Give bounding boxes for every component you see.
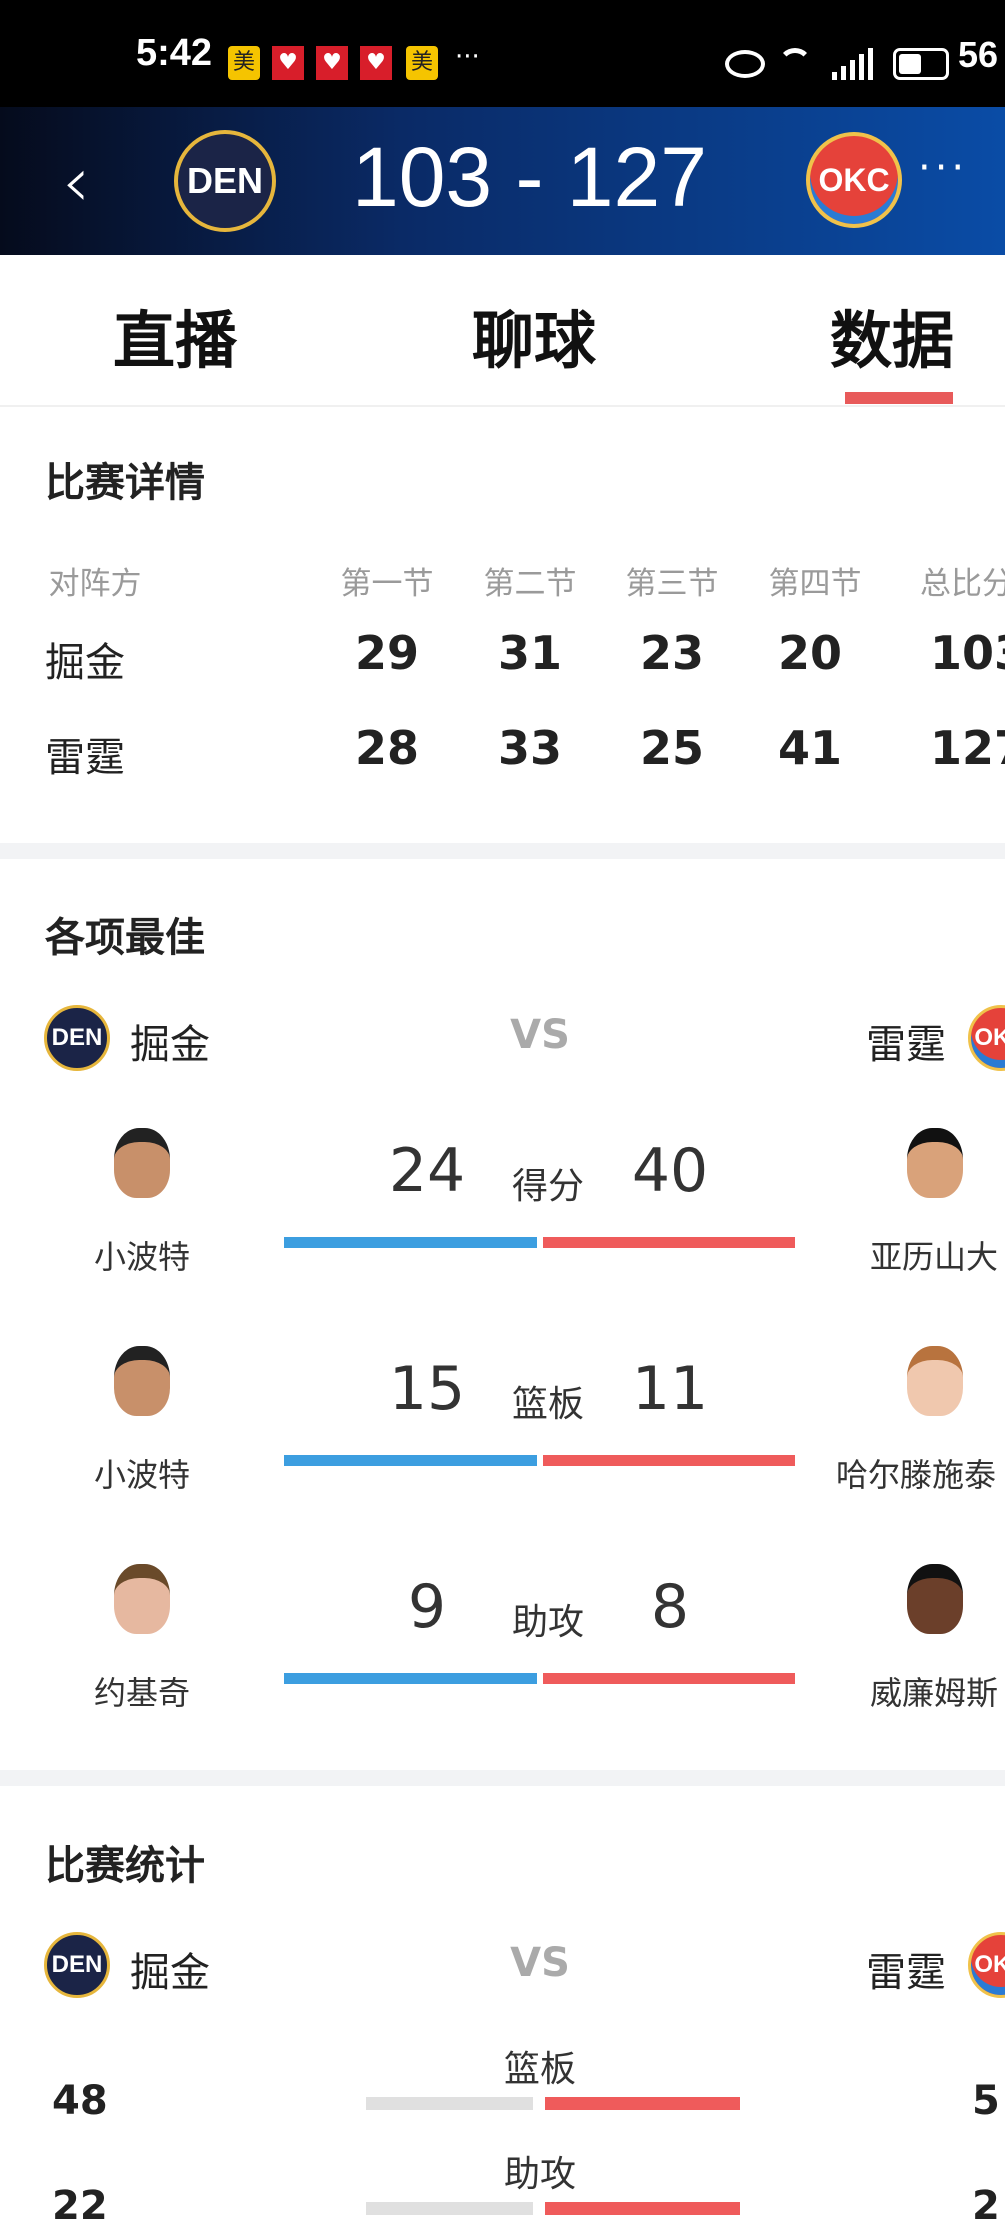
- home-player-name[interactable]: 约基奇: [93, 1674, 191, 1712]
- away-bar: [545, 2097, 740, 2110]
- col-header: 第三节: [625, 566, 719, 602]
- stat-label: 助攻: [511, 1602, 585, 1643]
- den-team-logo: DEN: [44, 1005, 110, 1071]
- away-value: 40: [631, 1136, 709, 1206]
- stat-label: 篮板: [511, 1384, 585, 1425]
- status-bar: 5:42 美 ♥ ♥ ♥ 美 ··· 56: [0, 0, 1005, 107]
- quarter-score: 28: [354, 721, 420, 775]
- player-avatar[interactable]: [907, 1128, 963, 1198]
- quarter-score: 20: [777, 626, 843, 680]
- quarter-score: 31: [497, 626, 563, 680]
- away-value: 11: [631, 1354, 709, 1424]
- home-value: 15: [388, 1354, 466, 1424]
- home-player-name[interactable]: 小波特: [93, 1456, 191, 1494]
- signal-icon: [832, 48, 876, 80]
- home-player-name[interactable]: 小波特: [93, 1238, 191, 1276]
- battery-icon: [893, 48, 949, 80]
- section-title: 比赛详情: [45, 460, 205, 506]
- vs-label: VS: [510, 1012, 570, 1058]
- quarter-score: 33: [497, 721, 563, 775]
- home-value: 22: [52, 2183, 108, 2229]
- home-bar: [366, 2202, 533, 2215]
- away-player-name[interactable]: 亚历山大: [870, 1238, 999, 1276]
- section-title: 比赛统计: [45, 1843, 205, 1889]
- section-divider: [0, 1770, 1005, 1786]
- home-value: 24: [388, 1136, 466, 1206]
- app-notification-icon: ♥: [360, 46, 392, 80]
- stat-label: 助攻: [503, 2154, 577, 2195]
- col-header: 第一节: [340, 566, 434, 602]
- away-player-name[interactable]: 哈尔滕施泰: [836, 1456, 997, 1494]
- team-name: 掘金: [45, 640, 125, 686]
- col-header: 对阵方: [48, 566, 142, 602]
- col-header: 总比分: [920, 566, 1005, 602]
- home-team-name: 掘金: [130, 1950, 210, 1996]
- stat-label: 篮板: [503, 2049, 577, 2090]
- away-value: 5: [972, 2078, 1000, 2124]
- section-divider: [0, 843, 1005, 859]
- home-bar: [284, 1237, 537, 1248]
- quarter-score: 29: [354, 626, 420, 680]
- okc-team-logo: OKC: [806, 132, 902, 228]
- tab-chat[interactable]: 聊球: [472, 304, 597, 377]
- more-options-button[interactable]: ···: [918, 145, 969, 191]
- col-header: 第二节: [483, 566, 577, 602]
- stat-label: 得分: [511, 1166, 585, 1207]
- home-value: 9: [407, 1572, 447, 1642]
- home-team-name: 掘金: [130, 1022, 210, 1068]
- score-header: ‹ DEN 103 - 127 OKC ···: [0, 107, 1005, 255]
- player-avatar[interactable]: [114, 1346, 170, 1416]
- away-bar: [543, 1455, 795, 1466]
- eye-icon: [725, 50, 765, 78]
- away-bar: [543, 1673, 795, 1684]
- away-team-name: 雷霆: [866, 1950, 946, 1996]
- divider: [0, 405, 1005, 407]
- okc-team-logo: OKC: [968, 1005, 1005, 1071]
- wifi-icon: [778, 48, 812, 82]
- player-avatar[interactable]: [114, 1564, 170, 1634]
- app-notification-icon: ♥: [272, 46, 304, 80]
- home-bar: [284, 1673, 537, 1684]
- player-avatar[interactable]: [907, 1346, 963, 1416]
- away-bar: [545, 2202, 740, 2215]
- away-bar: [543, 1237, 795, 1248]
- player-avatar[interactable]: [907, 1564, 963, 1634]
- total-score: 127: [930, 721, 1005, 775]
- den-team-logo: DEN: [44, 1932, 110, 1998]
- home-bar: [284, 1455, 537, 1466]
- okc-team-logo: OKC: [968, 1932, 1005, 1998]
- tab-stats[interactable]: 数据: [830, 304, 955, 377]
- active-tab-indicator: [845, 392, 953, 404]
- clock: 5:42: [136, 32, 213, 74]
- quarter-score: 25: [639, 721, 705, 775]
- total-score: 103: [930, 626, 1005, 680]
- more-notifications-icon: ···: [455, 42, 480, 72]
- game-score: 103 - 127: [352, 130, 707, 224]
- away-value: 8: [650, 1572, 690, 1642]
- home-value: 48: [52, 2078, 108, 2124]
- app-notification-icon: 美: [228, 46, 260, 80]
- home-bar: [366, 2097, 533, 2110]
- player-avatar[interactable]: [114, 1128, 170, 1198]
- team-name: 雷霆: [45, 735, 125, 781]
- away-player-name[interactable]: 威廉姆斯: [870, 1674, 999, 1712]
- tab-live[interactable]: 直播: [113, 304, 238, 377]
- vs-label: VS: [510, 1940, 570, 1986]
- quarter-score: 41: [777, 721, 843, 775]
- back-button[interactable]: ‹: [62, 141, 90, 223]
- app-notification-icon: ♥: [316, 46, 348, 80]
- away-team-name: 雷霆: [866, 1022, 946, 1068]
- col-header: 第四节: [768, 566, 862, 602]
- battery-level: 56: [958, 34, 999, 75]
- section-title: 各项最佳: [45, 915, 205, 961]
- quarter-score: 23: [639, 626, 705, 680]
- den-team-logo: DEN: [174, 130, 276, 232]
- app-notification-icon: 美: [406, 46, 438, 80]
- away-value: 2: [972, 2183, 1000, 2229]
